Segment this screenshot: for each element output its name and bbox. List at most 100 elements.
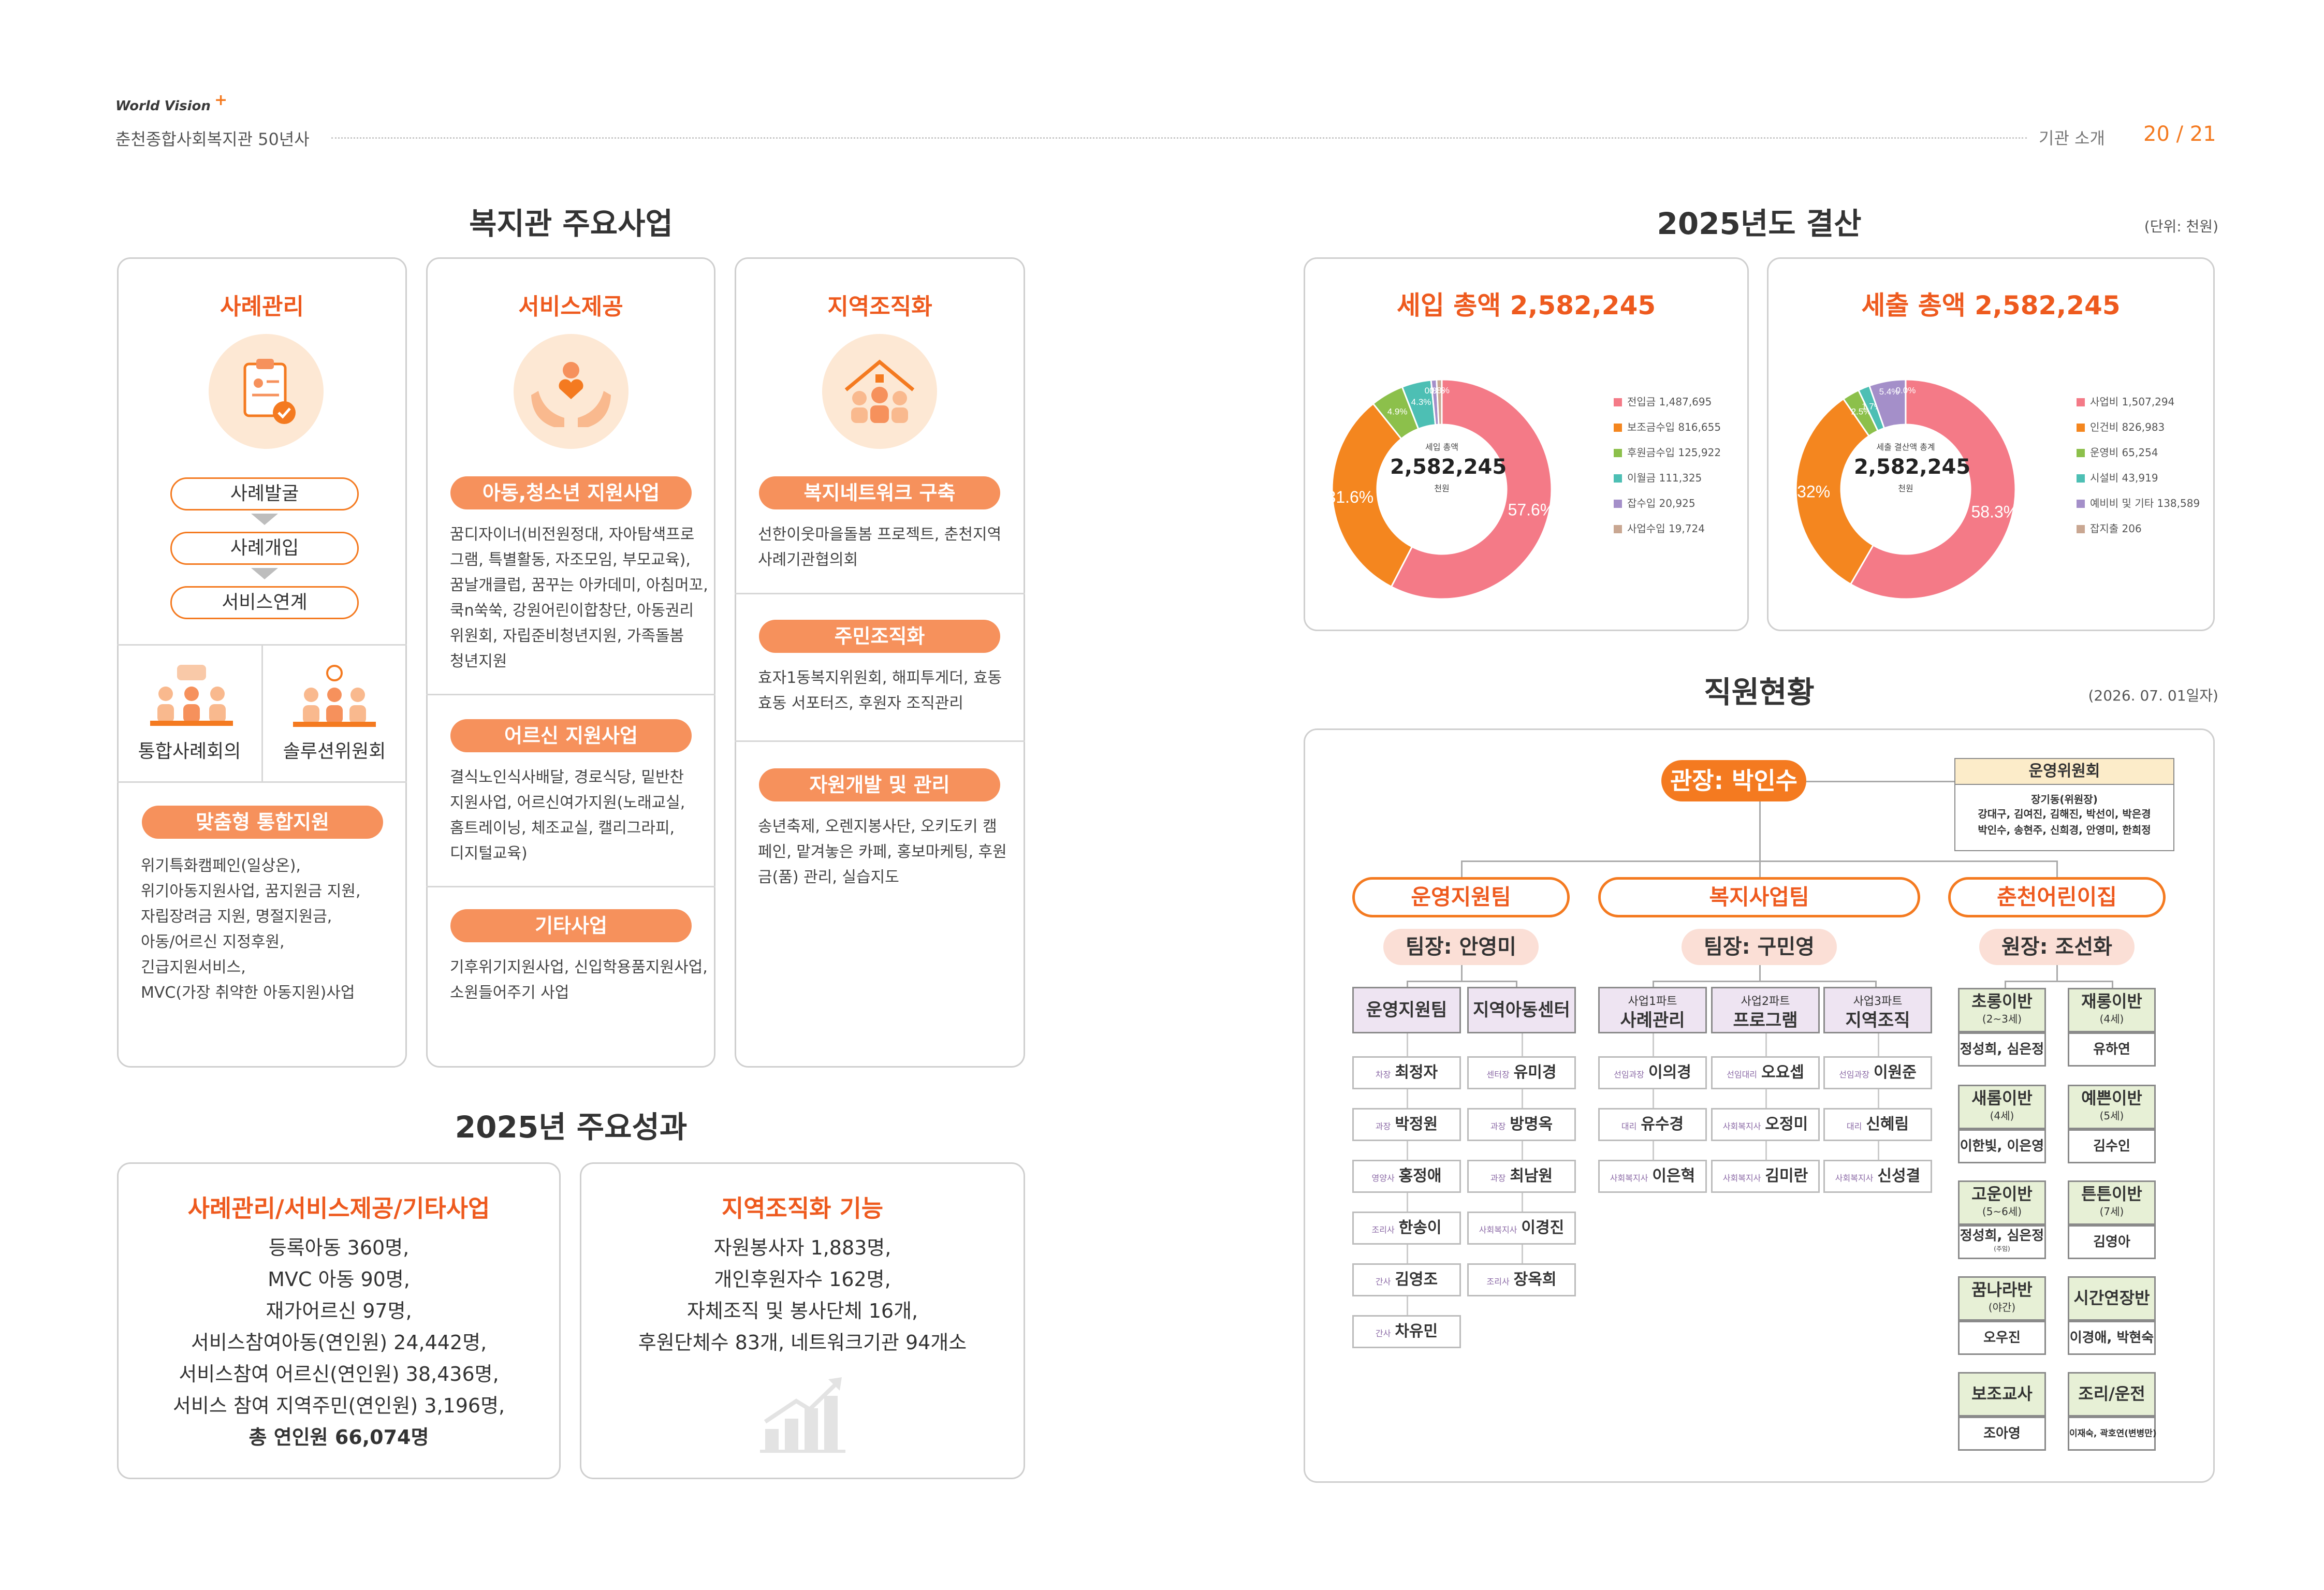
class-name-box: 고운이반 (5~6세) (1958, 1180, 2046, 1225)
class-name: 초롱이반 (1971, 991, 2033, 1011)
class-name: 튼튼이반 (2081, 1184, 2142, 1204)
section-name: 기관 소개 (2039, 128, 2105, 148)
class-age: (5세) (2099, 1110, 2124, 1122)
youth-support-text: 꿈디자이너(비전원정대, 자아탐색프로 그램, 특별활동, 자조모임, 부모교육… (450, 526, 708, 670)
connector (2112, 981, 2113, 988)
class-name: 보조교사 (1971, 1384, 2033, 1404)
pie-slice-label: 0.8% (1429, 386, 1450, 396)
legend-label: 인건비 826,983 (2090, 421, 2165, 433)
achievements-title: 2025년 주요성과 (455, 1110, 688, 1145)
class-name-box: 초롱이반 (2~3세) (1958, 988, 2046, 1032)
class-name-box: 새롬이반 (4세) (1958, 1085, 2046, 1129)
achievement-line: 개인후원자수 162명, (714, 1268, 891, 1291)
legend-swatch (2077, 424, 2085, 432)
unit-community-org: 사업3파트 지역조직 (1823, 987, 1932, 1033)
class-age: (야간) (1988, 1301, 2016, 1314)
class-name-box: 재롱이반 (4세) (2068, 988, 2156, 1032)
pie-slice-label: 0.0% (1896, 385, 1916, 395)
legend-item: 운영비 65,254 (2077, 445, 2200, 460)
header-dotted-divider (331, 137, 2027, 139)
connector (2005, 981, 2006, 988)
achievement-right-title: 지역조직화 기능 (721, 1194, 884, 1222)
revenue-center-value: 2,582,245 (1390, 455, 1507, 479)
connector (1461, 860, 2056, 862)
expenditure-center-value: 2,582,245 (1854, 455, 1971, 479)
achievement-right-list: 자원봉사자 1,883명, 개인후원자수 162명, 자체조직 및 봉사단체 1… (580, 1232, 1025, 1359)
legend-swatch (1614, 449, 1622, 457)
pie-slice (1436, 378, 1443, 426)
class-name: 고운이반 (1971, 1184, 2033, 1204)
expenditure-chart-title: 세출 총액 2,582,245 (1861, 290, 2121, 320)
community-org-title: 지역조직화 (827, 294, 932, 320)
main-business-title: 복지관 주요사업 (469, 206, 673, 241)
class-name: 재롱이반 (2081, 991, 2142, 1011)
class-staff: 이경애, 박현숙 (2068, 1321, 2156, 1355)
legend-item: 인건비 826,983 (2077, 420, 2200, 434)
achievement-left-title: 사례관리/서비스제공/기타사업 (187, 1194, 490, 1222)
revenue-center: 세입 총액 2,582,245 천원 (1390, 440, 1507, 494)
achievement-right-card (580, 1162, 1025, 1479)
class-staff: 정성희, 심은정 (1958, 1032, 2046, 1067)
connector (1461, 860, 1463, 877)
legend-item: 사업비 1,507,294 (2077, 395, 2200, 409)
legend-swatch (1614, 525, 1622, 533)
committee-members: 강대구, 김여진, 김해진, 박선이, 박은경 박인수, 송현주, 신희경, 안… (1978, 808, 2151, 836)
legend-item: 예비비 및 기타 138,589 (2077, 496, 2200, 510)
solution-committee: 솔루션위원회 (283, 741, 386, 762)
legend-swatch (1614, 398, 1622, 406)
connector (1765, 1033, 1767, 1168)
staff-member: 사회복지사 이경진 (1467, 1212, 1576, 1245)
staff-member: 사회복지사 신성결 (1823, 1160, 1932, 1193)
staff-member: 선임대리 오요셉 (1711, 1056, 1820, 1089)
integrated-case-meeting: 통합사례회의 (138, 741, 241, 762)
step-arrow-down-icon (251, 568, 278, 579)
legend-swatch (1614, 424, 1622, 432)
pie-slice-label: 5.4% (1879, 387, 1899, 397)
legend-item: 후원금수입 125,922 (1614, 445, 1721, 460)
team-welfare-business: 복지사업팀 (1598, 877, 1920, 917)
pill-youth-support: 아동,청소년 지원사업 (450, 476, 692, 509)
staff-member: 과장 박정원 (1352, 1108, 1461, 1141)
staff-date: (2026. 07. 01일자) (2088, 687, 2219, 704)
pie-slice (1390, 378, 1553, 600)
class-name-box: 시간연장반 (2068, 1276, 2156, 1321)
service-provision-title: 서비스제공 (518, 294, 623, 320)
unit-case-management: 사업1파트 사례관리 (1598, 987, 1707, 1033)
expenditure-center: 세출 결산액 총계 2,582,245 천원 (1854, 440, 1971, 494)
team-chuncheon-daycare: 춘천어린이집 (1948, 877, 2166, 917)
connector (1461, 965, 1463, 981)
connector (1759, 965, 1761, 981)
staff-member: 조리사 장옥희 (1467, 1263, 1576, 1296)
expenditure-donut-chart: 58.3%32%2.5%1.7%5.4%0.0% (1795, 378, 2017, 600)
settlement-title: 2025년도 결산 (1657, 206, 1862, 241)
unit-community-child-center: 지역아동센터 (1467, 987, 1576, 1033)
staff-member: 간사 차유민 (1352, 1315, 1461, 1348)
book-subtitle: 춘천종합사회복지관 50년사 (115, 129, 310, 149)
legend-item: 이월금 111,325 (1614, 471, 1721, 485)
connector (2005, 981, 2112, 982)
achievement-line: 서비스 참여 지역주민(연인원) 3,196명, (172, 1394, 505, 1417)
growth-chart-icon (760, 1372, 848, 1457)
legend-swatch (1614, 474, 1622, 483)
revenue-legend: 전입금 1,487,695 보조금수입 816,655 후원금수입 125,922 이… (1614, 395, 1721, 547)
welfare-network-text: 선한이웃마을돌봄 프로젝트, 춘천지역 사례기관협의회 (758, 526, 1002, 569)
clipboard-check-icon (209, 334, 324, 449)
staff-member: 과장 방명옥 (1467, 1108, 1576, 1141)
legend-swatch (2077, 398, 2085, 406)
connector (1653, 981, 1875, 982)
revenue-center-label: 세입 총액 (1425, 442, 1458, 452)
class-name: 꿈나라반 (1971, 1280, 2033, 1300)
idea-team-icon (293, 661, 376, 732)
pie-slice-label: 58.3% (1971, 503, 2017, 521)
pill-other-business: 기타사업 (450, 909, 692, 942)
pie-slice-label: 4.9% (1387, 406, 1408, 416)
class-age: (7세) (2099, 1205, 2124, 1218)
class-staff: 이재숙, 곽호연(변병만) (2068, 1417, 2157, 1451)
team-lead-daycare: 원장: 조선화 (1979, 929, 2135, 965)
revenue-center-unit: 천원 (1434, 484, 1450, 493)
class-staff: 오우진 (1958, 1321, 2046, 1355)
achievement-total: 총 연인원 66,074명 (249, 1426, 429, 1449)
pill-resident-org: 주민조직화 (759, 620, 1000, 653)
legend-item: 잡지출 206 (2077, 521, 2200, 536)
brand-logo: World Vision (115, 98, 211, 114)
